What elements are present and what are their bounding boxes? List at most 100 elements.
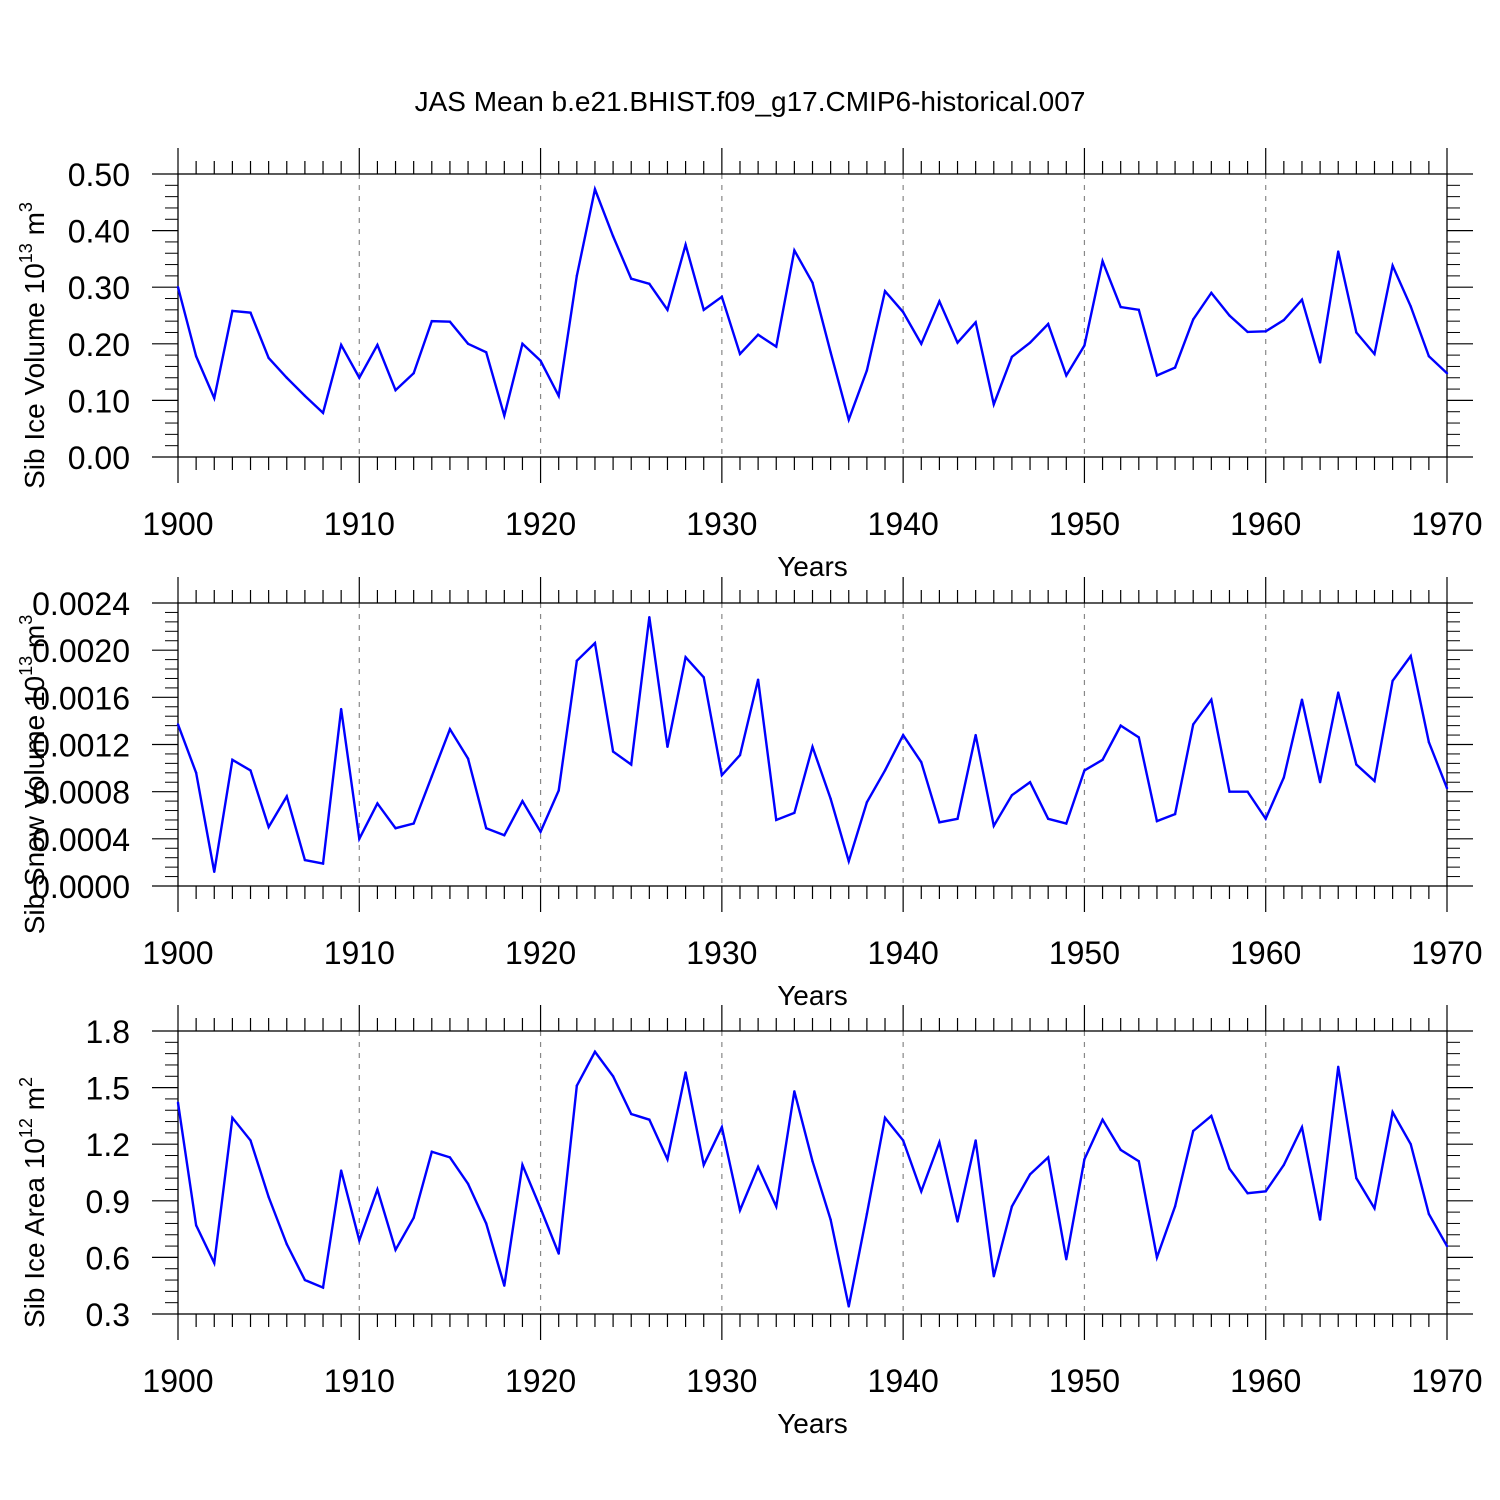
data-point-1932 xyxy=(756,333,760,336)
data-point-1956 xyxy=(1192,1129,1195,1133)
data-point-1947 xyxy=(1028,781,1032,784)
data-point-1934 xyxy=(793,1090,796,1093)
data-point-1940 xyxy=(901,310,905,314)
data-point-1948 xyxy=(1046,322,1050,326)
data-point-1926 xyxy=(648,1118,651,1121)
x-tick-label: 1920 xyxy=(505,506,576,542)
data-point-1931 xyxy=(738,1209,742,1212)
y-tick-label: 0.40 xyxy=(68,214,130,250)
data-point-1910 xyxy=(358,376,361,379)
x-tick-label: 1930 xyxy=(686,506,757,542)
data-point-1959 xyxy=(1246,1192,1249,1195)
x-tick-label: 1950 xyxy=(1049,506,1120,542)
data-point-1968 xyxy=(1409,654,1412,658)
data-point-1933 xyxy=(775,818,778,822)
data-point-1943 xyxy=(956,1220,959,1223)
data-point-1910 xyxy=(358,1239,361,1242)
data-point-1925 xyxy=(630,1112,633,1116)
data-point-1943 xyxy=(956,341,959,344)
data-point-1927 xyxy=(666,308,669,312)
x-tick-label: 1920 xyxy=(505,1363,576,1399)
data-point-1966 xyxy=(1373,352,1376,356)
x-axis-label: Years xyxy=(777,980,848,1011)
data-point-1937 xyxy=(847,860,850,863)
data-point-1943 xyxy=(956,817,959,820)
data-point-1925 xyxy=(630,763,633,766)
data-point-1904 xyxy=(249,1139,252,1142)
x-tick-label: 1950 xyxy=(1049,1363,1120,1399)
data-point-1940 xyxy=(901,1139,905,1142)
data-point-1901 xyxy=(194,1224,198,1227)
data-point-1957 xyxy=(1210,291,1213,295)
data-point-1941 xyxy=(920,760,923,764)
plot-frame xyxy=(177,173,1448,458)
data-point-1919 xyxy=(521,1163,524,1167)
data-point-1939 xyxy=(883,1116,887,1119)
data-point-1942 xyxy=(938,300,941,303)
data-point-1957 xyxy=(1210,1114,1213,1118)
data-point-1902 xyxy=(213,870,216,874)
data-point-1969 xyxy=(1427,1212,1431,1216)
data-point-1917 xyxy=(484,351,488,354)
data-point-1928 xyxy=(684,243,687,246)
data-point-1916 xyxy=(466,342,470,345)
data-point-1906 xyxy=(285,795,288,798)
data-point-1936 xyxy=(829,1218,832,1221)
x-ticks xyxy=(177,577,1448,912)
data-point-1930 xyxy=(720,295,724,299)
data-point-1900 xyxy=(176,286,180,289)
data-point-1933 xyxy=(775,1205,778,1208)
data-point-1912 xyxy=(394,827,397,830)
x-tick-label: 1900 xyxy=(142,1363,213,1399)
y-tick-label: 0.50 xyxy=(68,157,130,193)
data-point-1958 xyxy=(1228,314,1231,317)
data-point-1941 xyxy=(920,1190,923,1193)
data-point-1922 xyxy=(575,274,579,278)
data-point-1956 xyxy=(1192,723,1195,726)
data-point-1961 xyxy=(1282,776,1286,779)
data-point-1903 xyxy=(231,1116,234,1119)
data-point-1901 xyxy=(194,771,198,774)
x-tick-label: 1960 xyxy=(1230,1363,1301,1399)
y-tick-label: 0.0024 xyxy=(32,586,130,622)
x-ticks xyxy=(177,1005,1448,1340)
data-point-1944 xyxy=(974,321,977,324)
data-point-1942 xyxy=(938,821,941,824)
data-point-1962 xyxy=(1300,1126,1304,1129)
data-point-1900 xyxy=(176,723,180,726)
data-point-1963 xyxy=(1318,1218,1322,1221)
y-tick-label: 0.0012 xyxy=(32,728,130,764)
data-point-1914 xyxy=(430,1150,433,1153)
data-point-1949 xyxy=(1065,374,1068,377)
data-point-1965 xyxy=(1355,763,1358,766)
y-tick-label: 0.00 xyxy=(68,440,130,476)
data-point-1969 xyxy=(1427,355,1431,358)
data-point-1913 xyxy=(412,822,415,825)
data-point-1961 xyxy=(1282,318,1286,322)
x-tick-label: 1900 xyxy=(142,935,213,971)
data-point-1922 xyxy=(575,659,579,662)
data-point-1935 xyxy=(811,745,814,749)
data-point-1953 xyxy=(1137,736,1141,739)
y-tick-label: 0.20 xyxy=(68,327,130,363)
data-point-1910 xyxy=(358,837,361,841)
data-point-1909 xyxy=(339,707,343,711)
data-point-1903 xyxy=(231,309,234,313)
data-point-1918 xyxy=(503,1284,506,1287)
data-point-1964 xyxy=(1337,250,1340,253)
data-point-1937 xyxy=(847,418,850,421)
y-axis-label: Sib Ice Area 1012 m2 xyxy=(16,1077,50,1328)
data-point-1932 xyxy=(756,1165,760,1169)
y-tick-label: 0.0000 xyxy=(32,869,130,905)
y-axis-label: Sib Ice Volume 1013 m3 xyxy=(16,202,50,489)
data-point-1922 xyxy=(575,1084,579,1087)
data-point-1959 xyxy=(1246,790,1249,793)
data-point-1966 xyxy=(1373,1207,1376,1210)
panels: 0.00 0.10 0.20 0.30 0.40 0.50 1900 1910 1920 1930… xyxy=(16,148,1483,1439)
data-point-1949 xyxy=(1065,822,1068,825)
plot-frame xyxy=(177,1030,1448,1315)
x-tick-label: 1930 xyxy=(686,1363,757,1399)
data-point-1919 xyxy=(521,799,524,803)
x-tick-label: 1910 xyxy=(324,1363,395,1399)
